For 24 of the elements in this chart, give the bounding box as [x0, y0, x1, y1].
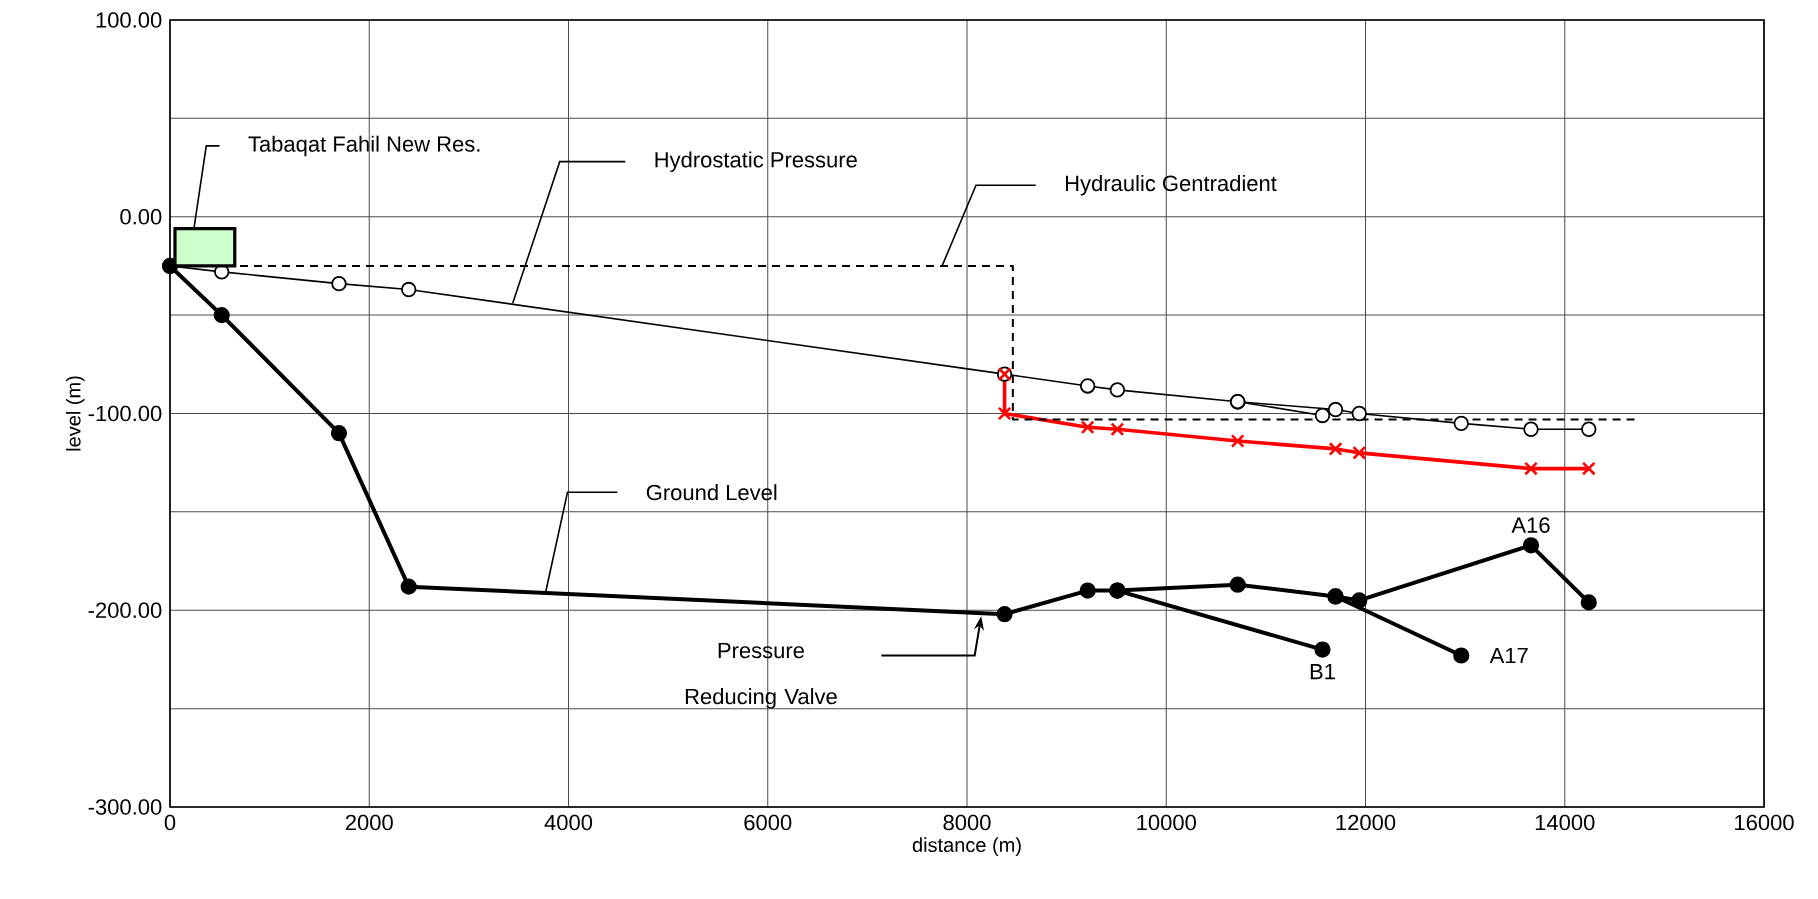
x-tick-label: 14000: [1535, 814, 1595, 831]
x-tick-label: 6000: [744, 814, 792, 831]
annotation: B1: [1310, 664, 1335, 680]
annotation: Tabaqat Fahil New Res.: [248, 135, 480, 157]
annotation: Hydraulic Gentradient: [1065, 175, 1277, 196]
annotation: Ground Level: [646, 484, 777, 501]
y-tick-label: -200.00: [88, 602, 162, 619]
y-tick-label: 100.00: [96, 12, 162, 28]
annotation: A16: [1511, 517, 1550, 533]
y-tick-label: -300.00: [88, 799, 162, 815]
annotation: Hydrostatic Pressure: [655, 151, 857, 172]
x-tick-label: 4000: [544, 814, 593, 831]
x-tick-label: 10000: [1137, 814, 1196, 831]
x-tick-label: 0: [164, 814, 176, 831]
x-tick-label: 8000: [943, 814, 991, 831]
x-tick-label: 16000: [1735, 814, 1794, 831]
x-tick-label: 2000: [345, 814, 393, 831]
text: Pressure Reducing Valve: [685, 642, 837, 709]
annotation: A17: [1489, 647, 1528, 664]
y-tick-label: -100.00: [88, 405, 162, 422]
x-tick-label: 12000: [1336, 814, 1396, 831]
y-axis-title: level (m): [65, 376, 85, 451]
y-tick-label: 0.00: [120, 208, 162, 225]
x-axis-title: distance (m): [912, 837, 1021, 857]
